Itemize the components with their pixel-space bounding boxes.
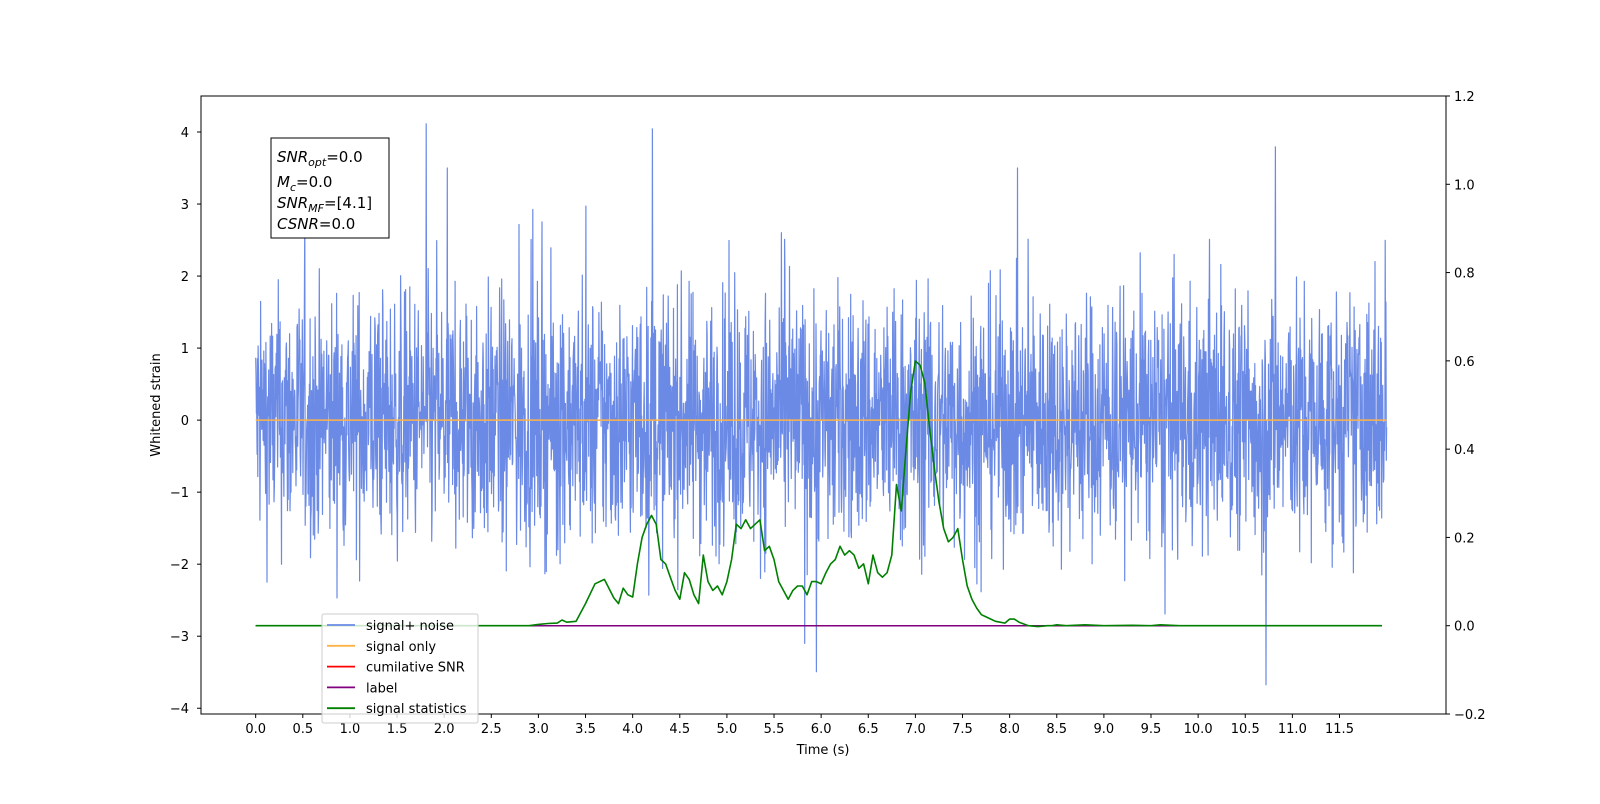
legend-frame	[321, 613, 479, 724]
legend-label: cumilative SNR	[366, 661, 465, 676]
info-csnr: CSNR=0.0	[277, 215, 355, 233]
x-tick-label: 11.5	[1325, 722, 1354, 737]
x-tick-label: 3.5	[575, 722, 596, 737]
y2-tick-label: 0.6	[1454, 355, 1475, 370]
y-tick-label: 4	[181, 126, 189, 141]
plot-frame	[200, 95, 1447, 715]
y-axis-label: Whitened strain	[149, 353, 164, 456]
y2-tick-label: −0.2	[1454, 708, 1486, 723]
y2-tick-label: 0.2	[1454, 531, 1475, 546]
x-tick-label: 7.0	[905, 722, 926, 737]
x-tick-label: 0.5	[292, 722, 313, 737]
info-snr-mf: SNRMF=[4.1]	[277, 194, 372, 215]
y-tick-label: −2	[170, 558, 189, 573]
x-tick-label: 9.5	[1141, 722, 1162, 737]
legend: signal+ noise signal only cumilative SNR la…	[321, 613, 479, 724]
x-tick-label: 4.5	[669, 722, 690, 737]
x-tick-label: 5.0	[717, 722, 738, 737]
x-tick-label: 10.5	[1231, 722, 1260, 737]
series-signal-noise-peak	[1264, 420, 1268, 686]
series-signal-noise-peak	[1274, 146, 1277, 421]
x-tick-label: 5.5	[764, 722, 785, 737]
x-axis-label: Time (s)	[796, 743, 850, 758]
y-tick-label: 2	[181, 270, 189, 285]
y-tick-label: 1	[181, 342, 189, 357]
y2-tick-label: 1.2	[1454, 90, 1475, 105]
y2-tick-label: 0.8	[1454, 267, 1475, 282]
x-tick-label: 11.0	[1278, 722, 1307, 737]
info-snr-opt: SNRopt=0.0	[277, 148, 363, 169]
legend-label: signal statistics	[366, 702, 467, 717]
series-signal-noise-peak	[651, 128, 654, 421]
legend-label: label	[366, 681, 397, 696]
x-tick-label: 10.0	[1184, 722, 1213, 737]
axes: 0.0 0.5 1.0 1.5 2.0 2.5 3.0 3.5 4.0 4.5 5.0 5.5 6.0 6…	[170, 90, 1486, 737]
info-box: SNRopt=0.0 Mc=0.0 SNRMF=[4.1] CSNR=0.0	[270, 137, 390, 239]
x-tick-label: 7.5	[952, 722, 973, 737]
x-tick-label: 3.0	[528, 722, 549, 737]
x-tick-label: 2.5	[481, 722, 502, 737]
y-tick-label: 0	[181, 414, 189, 429]
x-tick-label: 0.0	[245, 722, 266, 737]
x-tick-label: 8.0	[999, 722, 1020, 737]
x-tick-label: 6.5	[858, 722, 879, 737]
legend-label: signal+ noise	[366, 619, 454, 634]
series-signal-noise-line	[255, 167, 1388, 644]
x-tick-label: 8.5	[1046, 722, 1067, 737]
y-tick-label: −4	[170, 702, 189, 717]
y-tick-label: −3	[170, 630, 189, 645]
y-tick-label: 3	[181, 198, 189, 213]
info-chirp-mass: Mc=0.0	[277, 173, 332, 194]
info-box-frame	[270, 137, 390, 239]
x-tick-label: 4.0	[622, 722, 643, 737]
series-signal-statistics-line	[255, 360, 1382, 628]
x-tick-label: 2.0	[434, 722, 455, 737]
series-signal-noise-peak	[815, 420, 818, 673]
x-tick-label: 6.0	[811, 722, 832, 737]
x-tick-label: 1.5	[387, 722, 408, 737]
y-tick-label: −1	[170, 486, 189, 501]
series-signal-noise-peak	[425, 123, 428, 421]
y2-tick-label: 1.0	[1454, 178, 1475, 193]
x-tick-label: 9.0	[1094, 722, 1115, 737]
legend-label: signal only	[366, 640, 436, 655]
y2-tick-label: 0.0	[1454, 620, 1475, 635]
y2-tick-label: 0.4	[1454, 443, 1475, 458]
x-tick-label: 1.0	[340, 722, 361, 737]
